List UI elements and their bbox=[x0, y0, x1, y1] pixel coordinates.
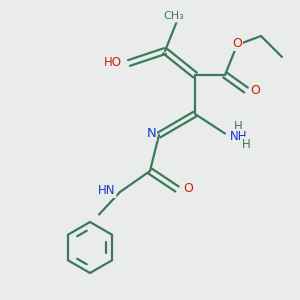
Text: O: O bbox=[232, 37, 242, 50]
Text: N: N bbox=[146, 127, 156, 140]
Text: NH: NH bbox=[230, 130, 247, 143]
Text: HO: HO bbox=[103, 56, 122, 70]
Text: CH₃: CH₃ bbox=[164, 11, 184, 22]
Text: HN: HN bbox=[98, 184, 116, 197]
Text: H: H bbox=[242, 137, 250, 151]
Text: O: O bbox=[250, 83, 260, 97]
Text: O: O bbox=[183, 182, 193, 196]
Text: H: H bbox=[234, 119, 243, 133]
